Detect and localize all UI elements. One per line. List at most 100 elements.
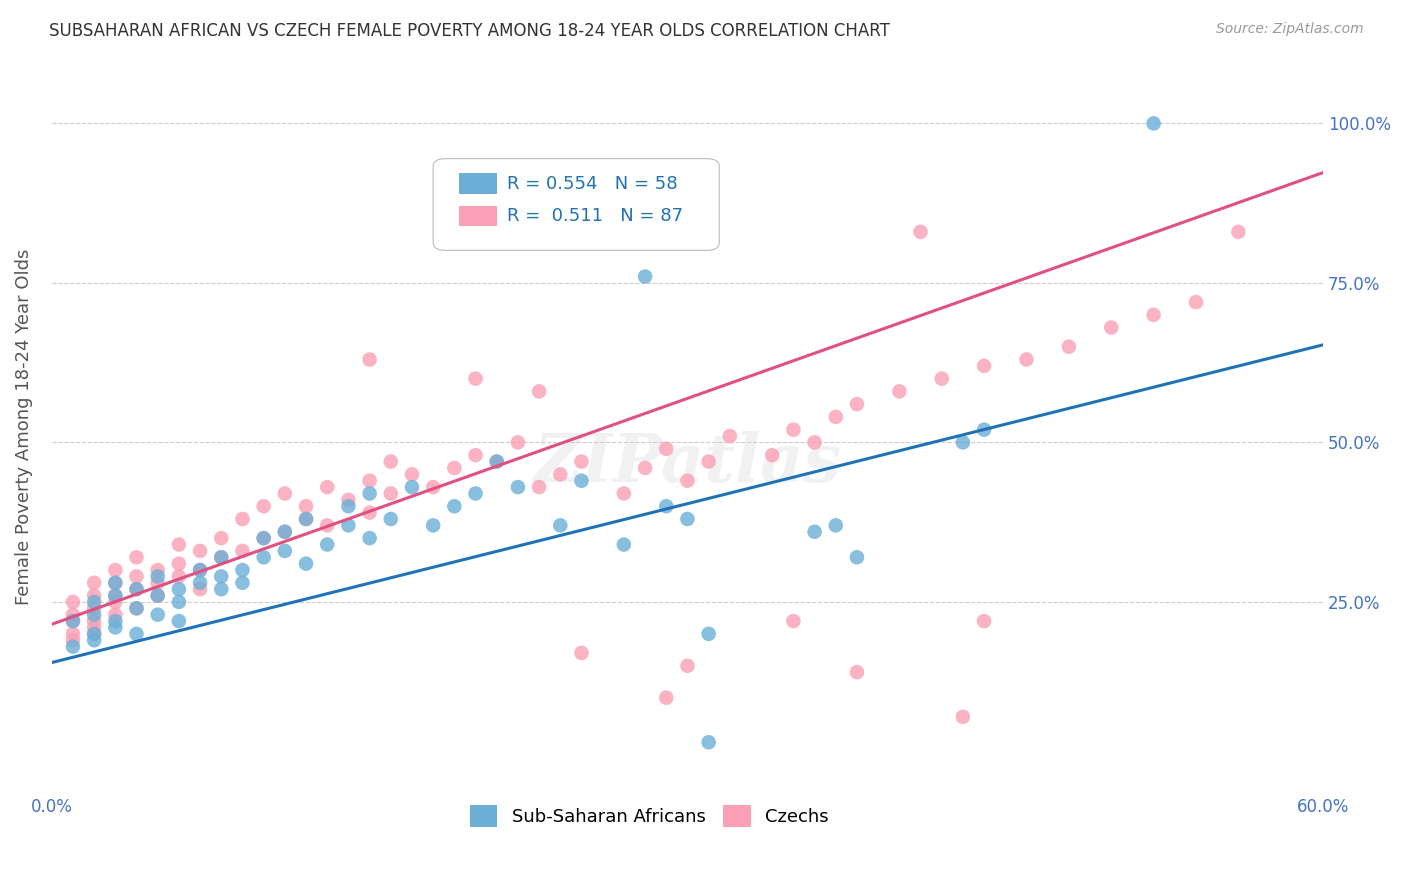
Sub-Saharan Africans	[824, 518, 846, 533]
Sub-Saharan Africans	[359, 531, 381, 545]
Czechs	[104, 589, 127, 603]
Sub-Saharan Africans	[973, 423, 995, 437]
Sub-Saharan Africans	[125, 582, 148, 597]
Sub-Saharan Africans	[167, 582, 190, 597]
Czechs	[1227, 225, 1250, 239]
Czechs	[782, 614, 804, 628]
Sub-Saharan Africans	[104, 620, 127, 634]
Czechs	[1057, 340, 1080, 354]
Czechs	[1099, 320, 1122, 334]
Sub-Saharan Africans	[1142, 116, 1164, 130]
Czechs	[1015, 352, 1038, 367]
Sub-Saharan Africans	[146, 607, 169, 622]
Sub-Saharan Africans	[464, 486, 486, 500]
Czechs	[613, 199, 636, 213]
Sub-Saharan Africans	[209, 569, 232, 583]
Sub-Saharan Africans	[125, 627, 148, 641]
Czechs	[274, 486, 297, 500]
Sub-Saharan Africans	[846, 550, 869, 565]
Czechs	[188, 563, 211, 577]
Sub-Saharan Africans	[274, 544, 297, 558]
Czechs	[718, 429, 741, 443]
Sub-Saharan Africans	[125, 601, 148, 615]
Czechs	[295, 500, 318, 514]
Czechs	[231, 512, 253, 526]
Czechs	[359, 352, 381, 367]
Czechs	[1185, 295, 1208, 310]
Czechs	[973, 359, 995, 373]
Sub-Saharan Africans	[295, 557, 318, 571]
Czechs	[422, 480, 444, 494]
Czechs	[125, 601, 148, 615]
Sub-Saharan Africans	[83, 595, 105, 609]
Sub-Saharan Africans	[295, 512, 318, 526]
Sub-Saharan Africans	[803, 524, 825, 539]
Czechs	[231, 544, 253, 558]
Czechs	[83, 620, 105, 634]
Czechs	[125, 569, 148, 583]
Czechs	[443, 461, 465, 475]
Czechs	[337, 492, 360, 507]
Czechs	[62, 614, 84, 628]
Sub-Saharan Africans	[613, 537, 636, 551]
Sub-Saharan Africans	[697, 735, 720, 749]
Sub-Saharan Africans	[83, 607, 105, 622]
Czechs	[464, 371, 486, 385]
Czechs	[62, 633, 84, 648]
Czechs	[209, 550, 232, 565]
Czechs	[167, 537, 190, 551]
Sub-Saharan Africans	[188, 575, 211, 590]
Czechs	[188, 582, 211, 597]
Sub-Saharan Africans	[337, 500, 360, 514]
Czechs	[167, 557, 190, 571]
Czechs	[62, 627, 84, 641]
Czechs	[316, 518, 339, 533]
Czechs	[1142, 308, 1164, 322]
Czechs	[846, 665, 869, 679]
Sub-Saharan Africans	[952, 435, 974, 450]
Czechs	[655, 690, 678, 705]
Sub-Saharan Africans	[231, 563, 253, 577]
Bar	[458, 206, 496, 227]
Czechs	[782, 423, 804, 437]
Y-axis label: Female Poverty Among 18-24 Year Olds: Female Poverty Among 18-24 Year Olds	[15, 248, 32, 605]
Sub-Saharan Africans	[634, 269, 657, 284]
Czechs	[104, 575, 127, 590]
Sub-Saharan Africans	[209, 550, 232, 565]
Czechs	[697, 454, 720, 468]
Sub-Saharan Africans	[550, 518, 572, 533]
Czechs	[401, 467, 423, 482]
Czechs	[146, 575, 169, 590]
Sub-Saharan Africans	[571, 474, 593, 488]
Sub-Saharan Africans	[62, 614, 84, 628]
Sub-Saharan Africans	[104, 614, 127, 628]
Czechs	[359, 506, 381, 520]
Sub-Saharan Africans	[83, 627, 105, 641]
Czechs	[62, 607, 84, 622]
Sub-Saharan Africans	[253, 550, 276, 565]
Czechs	[846, 397, 869, 411]
Czechs	[613, 486, 636, 500]
Czechs	[676, 474, 699, 488]
Czechs	[83, 589, 105, 603]
Czechs	[571, 454, 593, 468]
Sub-Saharan Africans	[104, 575, 127, 590]
Text: R =  0.511   N = 87: R = 0.511 N = 87	[508, 207, 683, 225]
Sub-Saharan Africans	[485, 454, 508, 468]
Czechs	[167, 569, 190, 583]
Sub-Saharan Africans	[253, 531, 276, 545]
Czechs	[125, 582, 148, 597]
Sub-Saharan Africans	[443, 500, 465, 514]
Czechs	[485, 454, 508, 468]
Sub-Saharan Africans	[316, 537, 339, 551]
Sub-Saharan Africans	[146, 589, 169, 603]
Sub-Saharan Africans	[209, 582, 232, 597]
Czechs	[125, 550, 148, 565]
Czechs	[380, 486, 402, 500]
Czechs	[104, 595, 127, 609]
Sub-Saharan Africans	[676, 512, 699, 526]
Czechs	[464, 448, 486, 462]
Sub-Saharan Africans	[380, 512, 402, 526]
Sub-Saharan Africans	[422, 518, 444, 533]
Sub-Saharan Africans	[359, 486, 381, 500]
